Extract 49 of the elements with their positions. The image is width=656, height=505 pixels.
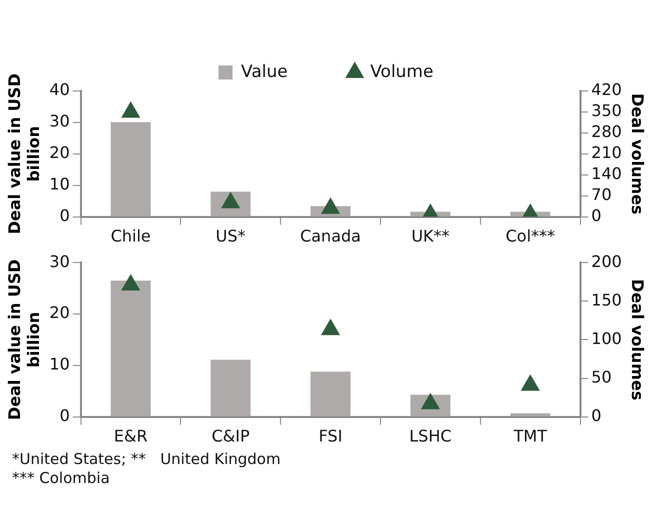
y-tick-label: 40 xyxy=(49,80,70,100)
x-tick-label: US* xyxy=(216,226,246,246)
y2-tick-label: 280 xyxy=(591,122,622,142)
y2-axis-title: Deal volumes xyxy=(628,93,648,215)
bar xyxy=(110,122,151,216)
y-tick-label: 10 xyxy=(49,174,70,194)
y2-tick-label: 100 xyxy=(591,328,622,348)
text: *United States; ** United Kingdom xyxy=(12,450,281,468)
bar xyxy=(510,413,550,416)
y-axis-title: Deal value in USD billion xyxy=(4,259,43,420)
point xyxy=(122,274,140,290)
y2-tick-label: 210 xyxy=(591,143,622,162)
x-tick-label: Chile xyxy=(110,226,151,246)
y2-tick-label: 50 xyxy=(591,367,612,386)
legend-label: Volume xyxy=(370,62,434,82)
x-tick-label: E&R xyxy=(114,426,148,446)
point xyxy=(321,319,340,336)
y-tick-label: 20 xyxy=(49,303,70,322)
x-tick-label: TMT xyxy=(512,426,548,446)
y-tick-label: 30 xyxy=(49,252,70,271)
x-tick-label: FSI xyxy=(318,426,342,446)
legend-label: Value xyxy=(241,62,288,82)
y2-tick-label: 150 xyxy=(591,290,622,310)
bar xyxy=(110,280,151,416)
point xyxy=(521,374,540,391)
y2-tick-label: 70 xyxy=(591,184,612,204)
y-tick-label: 30 xyxy=(49,112,70,131)
y-tick-label: 0 xyxy=(60,206,70,225)
x-tick-label: Col*** xyxy=(506,226,556,246)
y-tick-label: 0 xyxy=(60,406,70,425)
y2-tick-label: 200 xyxy=(591,252,622,271)
bar xyxy=(210,360,251,416)
y2-axis-title: Deal volumes xyxy=(628,279,648,400)
x-tick-label: Canada xyxy=(300,226,361,246)
y2-tick-label: 0 xyxy=(591,206,602,225)
point xyxy=(321,198,340,214)
y-tick-label: 20 xyxy=(49,143,70,162)
y2-tick-label: 140 xyxy=(591,164,622,184)
point xyxy=(122,102,140,118)
y2-tick-label: 350 xyxy=(591,101,622,120)
y2-tick-label: 0 xyxy=(591,406,602,425)
x-tick-label: UK** xyxy=(411,226,450,246)
y2-tick-label: 420 xyxy=(591,80,622,100)
x-tick-label: C&IP xyxy=(212,426,250,446)
y-tick-label: 10 xyxy=(49,354,70,374)
bar xyxy=(310,372,350,416)
y-axis-title: Deal value in USD billion xyxy=(4,74,43,234)
x-tick-label: LSHC xyxy=(409,426,452,446)
text: *** Colombia xyxy=(12,469,110,487)
